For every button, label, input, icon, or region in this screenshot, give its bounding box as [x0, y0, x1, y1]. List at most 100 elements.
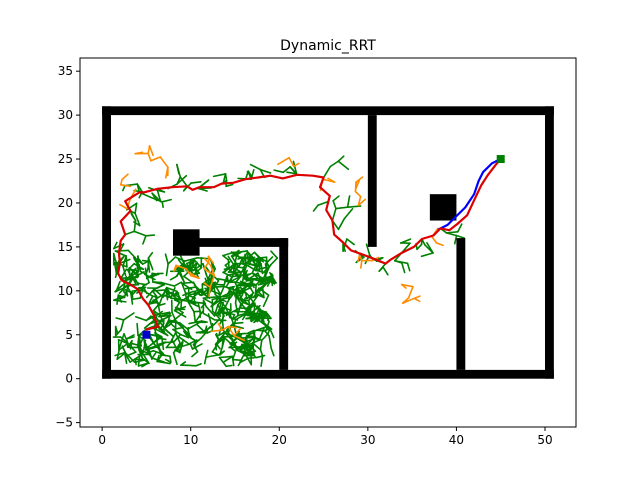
tree-branch [247, 272, 259, 280]
tree-branch [152, 281, 163, 284]
tree-branch [169, 286, 176, 299]
tree-branch [118, 288, 125, 295]
tree-branch [114, 329, 122, 337]
tree-branch [185, 259, 196, 265]
tree-branch [239, 357, 250, 364]
marker-layer [142, 155, 505, 339]
tree-branch [251, 293, 260, 305]
outer-bottom-wall [102, 369, 554, 379]
tree-branch [203, 268, 216, 277]
tree-branch [270, 250, 279, 259]
tree-branch [234, 286, 242, 291]
tree-branch [249, 282, 255, 289]
tree-branch [133, 230, 147, 237]
goal-marker [496, 155, 505, 164]
tree-branch [180, 300, 183, 310]
tree-branch [455, 234, 465, 239]
tree-branch [420, 252, 434, 258]
tree-branch [126, 351, 137, 357]
tree-branch [239, 286, 250, 297]
tree-branch [114, 325, 119, 335]
x-tick-label: 40 [449, 433, 464, 447]
tree-branch [222, 173, 227, 185]
tree-branch [282, 166, 291, 174]
tree-branch [401, 297, 416, 305]
tree-branch [119, 178, 123, 186]
tree-branch [151, 272, 154, 283]
tree-branch [148, 295, 154, 304]
tree-branch [393, 259, 403, 264]
tree-branch [134, 358, 146, 361]
tree-branch [183, 275, 196, 285]
tree-branch [227, 271, 241, 276]
tree-branch [237, 257, 243, 269]
tree-branch [172, 328, 182, 336]
tree-branch [124, 352, 136, 364]
tree-branch [225, 309, 232, 317]
tree-branch [145, 234, 156, 237]
tree-branch [255, 354, 266, 359]
tree-branch [159, 156, 169, 168]
tree-branch [406, 262, 411, 272]
tree-branch [179, 341, 184, 354]
tree-branch [167, 256, 177, 265]
tree-branch [292, 160, 298, 175]
tree-branch [221, 325, 230, 331]
tree-branch [205, 349, 209, 358]
inner-vertical-wall-left [279, 238, 289, 370]
start-marker [142, 330, 151, 339]
tree-branch [187, 287, 190, 303]
tree-branch [142, 285, 148, 295]
tree-branch [157, 329, 169, 337]
tree-branch [214, 343, 218, 351]
tree-branch [178, 336, 191, 346]
initial-path-line [437, 157, 502, 231]
tree-branch [195, 363, 202, 367]
tree-branch [219, 301, 225, 314]
tree-branch [200, 320, 208, 323]
tree-branch [188, 294, 197, 299]
tree-branch [445, 230, 459, 234]
tree-branch [113, 241, 118, 250]
tree-branch [225, 364, 233, 368]
tree-branch [167, 320, 176, 328]
upper-divider-wall [367, 115, 377, 247]
tree-branch [227, 262, 239, 273]
tree-branch [113, 262, 118, 275]
tree-branch [136, 334, 140, 349]
x-tick-label: 30 [360, 433, 375, 447]
tree-branch [169, 297, 184, 301]
tree-branch [141, 357, 150, 365]
tree-branch [138, 344, 144, 355]
tree-branch [332, 195, 340, 202]
tree-branch [167, 320, 181, 324]
tree-branch [277, 156, 290, 166]
tree-branch [382, 266, 389, 276]
tree-branch [355, 179, 361, 190]
tree-branch [133, 271, 145, 279]
tree-branch [169, 331, 177, 344]
tree-branch [141, 362, 150, 368]
tree-branch [212, 295, 228, 298]
axes-frame [79, 57, 577, 428]
tree-branch [152, 309, 157, 317]
tree-branch [217, 322, 224, 331]
tree-branch [121, 173, 129, 181]
tree-branch [141, 259, 150, 262]
tree-branch [208, 286, 212, 298]
x-tick-label: 20 [272, 433, 287, 447]
tree-branch [213, 319, 227, 322]
tree-branch [125, 255, 128, 268]
tree-branch [259, 168, 272, 174]
tree-branch [435, 242, 444, 247]
tree-branch [264, 330, 270, 337]
tree-branch [173, 309, 187, 318]
tree-branch [212, 283, 217, 296]
tree-branch [154, 294, 160, 308]
tree-branch [182, 330, 190, 339]
tree-branch [236, 290, 246, 293]
tree-branch [227, 259, 230, 270]
tree-branch [416, 243, 423, 251]
tree-branch [223, 355, 234, 363]
